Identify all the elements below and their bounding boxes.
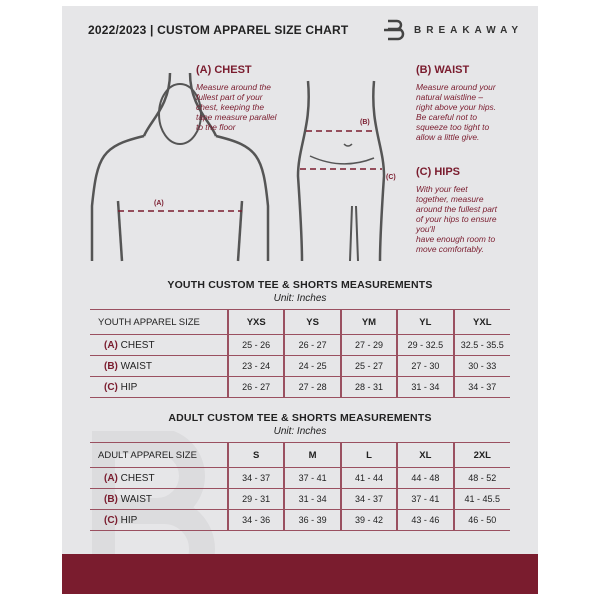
table-row: (C) HIP 34 - 36 36 - 39 39 - 42 43 - 46 46 - … bbox=[90, 509, 510, 531]
measurement-cell: 46 - 50 bbox=[452, 509, 510, 531]
size-chart-page: 2022/2023 | CUSTOM APPAREL SIZE CHART BR… bbox=[62, 6, 538, 594]
measurement-name: WAIST bbox=[120, 360, 152, 372]
measurement-cell: 34 - 37 bbox=[339, 488, 398, 510]
hips-instructions: With your feet together, measure around th… bbox=[416, 184, 498, 254]
youth-unit: Unit: Inches bbox=[273, 293, 327, 304]
brand-name: BREAKAWAY bbox=[414, 24, 524, 36]
measurement-cell: 29 - 32.5 bbox=[396, 334, 454, 356]
adult-section-title: ADULT CUSTOM TEE & SHORTS MEASUREMENTS bbox=[168, 412, 432, 424]
measurement-cell: 27 - 30 bbox=[396, 355, 454, 377]
table-row: (B) WAIST 29 - 31 31 - 34 34 - 37 37 - 41 41 … bbox=[90, 488, 510, 510]
size-header: YOUTH APPAREL SIZE bbox=[90, 309, 228, 335]
measurement-label: (B) WAIST bbox=[90, 355, 228, 377]
body-figures bbox=[90, 72, 386, 262]
measurement-cell: 29 - 31 bbox=[226, 488, 285, 510]
measurement-cell: 31 - 34 bbox=[283, 488, 341, 510]
hip-marker: (C) bbox=[386, 174, 396, 181]
size-column-header: S bbox=[226, 442, 285, 468]
measurement-cell: 25 - 27 bbox=[339, 355, 398, 377]
waist-instructions: Measure around your natural waistline – ri… bbox=[416, 82, 497, 142]
measurement-cell: 26 - 27 bbox=[226, 376, 285, 398]
measurement-cell: 41 - 45.5 bbox=[452, 488, 510, 510]
size-column-header: YM bbox=[339, 309, 398, 335]
size-column-header: L bbox=[339, 442, 398, 468]
measurement-cell: 37 - 41 bbox=[396, 488, 454, 510]
measurement-cell: 43 - 46 bbox=[396, 509, 454, 531]
size-column-header: YXL bbox=[452, 309, 510, 335]
lower-body-figure bbox=[296, 80, 386, 262]
measurement-cell: 23 - 24 bbox=[226, 355, 285, 377]
table-row: (C) HIP 26 - 27 27 - 28 28 - 31 31 - 34 34 - … bbox=[90, 376, 510, 398]
page-title: 2022/2023 | CUSTOM APPAREL SIZE CHART bbox=[88, 23, 349, 37]
measurement-cell: 34 - 37 bbox=[452, 376, 510, 398]
youth-section-title: YOUTH CUSTOM TEE & SHORTS MEASUREMENTS bbox=[167, 279, 433, 291]
measurement-cell: 24 - 25 bbox=[283, 355, 341, 377]
measurement-label: (C) HIP bbox=[90, 376, 228, 398]
breakaway-logo-icon bbox=[384, 19, 405, 41]
waist-marker: (B) bbox=[360, 119, 370, 126]
hips-heading: (C) HIPS bbox=[416, 166, 461, 178]
footer-band bbox=[62, 554, 538, 594]
chest-heading: (A) CHEST bbox=[196, 64, 252, 76]
measurement-name: WAIST bbox=[120, 493, 152, 505]
size-column-header: YXS bbox=[226, 309, 285, 335]
measurement-cell: 31 - 34 bbox=[396, 376, 454, 398]
adult-size-table: ADULT APPAREL SIZE S M L XL 2XL (A) CHEST 34 - … bbox=[90, 442, 510, 531]
measurement-cell: 26 - 27 bbox=[283, 334, 341, 356]
measurement-tag: (C) bbox=[104, 514, 118, 526]
size-column-header: M bbox=[283, 442, 341, 468]
measurement-cell: 34 - 37 bbox=[226, 467, 285, 489]
waist-heading: (B) WAIST bbox=[416, 64, 470, 76]
measurement-cell: 48 - 52 bbox=[452, 467, 510, 489]
chest-instructions: Measure around the fullest part of your ch… bbox=[196, 82, 277, 132]
measurement-name: CHEST bbox=[120, 472, 155, 484]
measurement-tag: (A) bbox=[104, 339, 118, 351]
measurement-label: (A) CHEST bbox=[90, 467, 228, 489]
table-row: (A) CHEST 34 - 37 37 - 41 41 - 44 44 - 48 48 … bbox=[90, 467, 510, 489]
table-header-row: ADULT APPAREL SIZE S M L XL 2XL bbox=[90, 442, 510, 468]
measurement-cell: 39 - 42 bbox=[339, 509, 398, 531]
measurement-cell: 34 - 36 bbox=[226, 509, 285, 531]
measurement-cell: 27 - 29 bbox=[339, 334, 398, 356]
measurement-tag: (C) bbox=[104, 381, 118, 393]
measurement-cell: 32.5 - 35.5 bbox=[452, 334, 510, 356]
table-row: (A) CHEST 25 - 26 26 - 27 27 - 29 29 - 32.5 3… bbox=[90, 334, 510, 356]
size-column-header: YS bbox=[283, 309, 341, 335]
measurement-label: (C) HIP bbox=[90, 509, 228, 531]
measurement-label: (B) WAIST bbox=[90, 488, 228, 510]
size-header: ADULT APPAREL SIZE bbox=[90, 442, 228, 468]
measurement-cell: 28 - 31 bbox=[339, 376, 398, 398]
brand-logo: BREAKAWAY bbox=[384, 18, 523, 42]
chest-marker: (A) bbox=[154, 200, 164, 207]
measurement-name: CHEST bbox=[120, 339, 155, 351]
measurement-tag: (A) bbox=[104, 472, 118, 484]
measurement-tag: (B) bbox=[104, 493, 118, 505]
measurement-cell: 44 - 48 bbox=[396, 467, 454, 489]
measurement-cell: 27 - 28 bbox=[283, 376, 341, 398]
measurement-name: HIP bbox=[120, 514, 138, 526]
measurement-cell: 37 - 41 bbox=[283, 467, 341, 489]
adult-unit: Unit: Inches bbox=[273, 426, 327, 437]
measurement-label: (A) CHEST bbox=[90, 334, 228, 356]
youth-size-table: YOUTH APPAREL SIZE YXS YS YM YL YXL (A) CHEST 2… bbox=[90, 309, 510, 398]
size-column-header: 2XL bbox=[452, 442, 510, 468]
table-header-row: YOUTH APPAREL SIZE YXS YS YM YL YXL bbox=[90, 309, 510, 335]
measurement-name: HIP bbox=[120, 381, 138, 393]
table-row: (B) WAIST 23 - 24 24 - 25 25 - 27 27 - 30 30 … bbox=[90, 355, 510, 377]
measurement-cell: 41 - 44 bbox=[339, 467, 398, 489]
size-column-header: YL bbox=[396, 309, 454, 335]
measurement-cell: 25 - 26 bbox=[226, 334, 285, 356]
measurement-cell: 30 - 33 bbox=[452, 355, 510, 377]
measurement-tag: (B) bbox=[104, 360, 118, 372]
size-column-header: XL bbox=[396, 442, 454, 468]
measurement-cell: 36 - 39 bbox=[283, 509, 341, 531]
